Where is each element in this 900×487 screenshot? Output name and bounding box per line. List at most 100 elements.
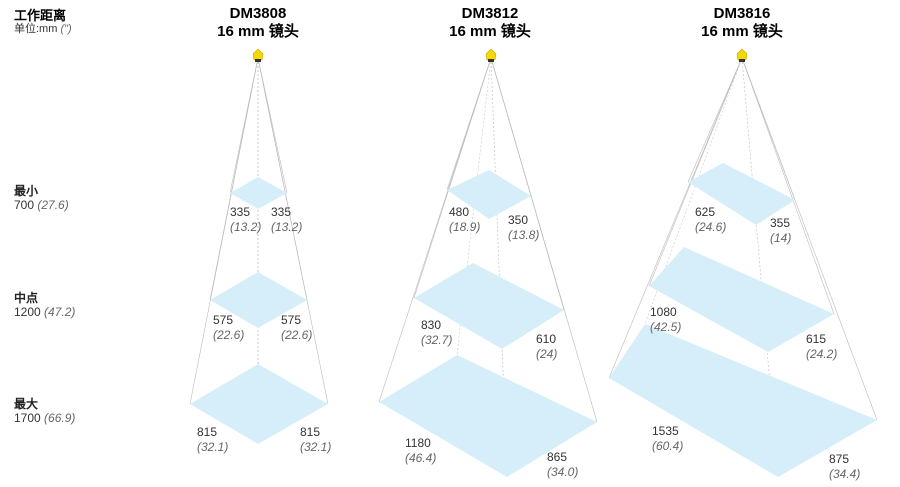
- row-distance-in: (27.6): [37, 198, 69, 212]
- field-of-view-area: [379, 355, 597, 477]
- measure-height: 615 (24.2): [806, 332, 837, 362]
- height-in: (13.8): [508, 228, 540, 242]
- model-title-dm3808: DM3808 16 mm 镜头: [168, 5, 348, 41]
- measure-width: 1180 (46.4): [405, 436, 436, 466]
- height-in: (24): [536, 347, 558, 361]
- height-mm: 355: [770, 216, 791, 230]
- lens-label: 16 mm 镜头: [701, 23, 783, 40]
- model-name: DM3816: [713, 5, 771, 22]
- measure-width: 1535 (60.4): [652, 424, 683, 454]
- field-of-view-area: [190, 364, 328, 444]
- row-distance-mm: 1700: [14, 411, 41, 425]
- row-distance-in: (66.9): [44, 411, 76, 425]
- measure-width: 830 (32.7): [421, 318, 452, 348]
- width-mm: 625: [695, 205, 716, 219]
- row-distance-mm: 1200: [14, 305, 41, 319]
- height-in: (34.4): [829, 467, 861, 481]
- measure-height: 865 (34.0): [547, 450, 578, 480]
- width-mm: 1080: [650, 305, 677, 319]
- fov-edge-line: [378, 57, 492, 403]
- height-in: (13.2): [271, 220, 303, 234]
- measure-height: 875 (34.4): [829, 452, 860, 482]
- field-of-view-area: [609, 324, 877, 477]
- measure-height: 350 (13.8): [508, 213, 539, 243]
- units-label: 单位:mm ("): [14, 23, 72, 36]
- measure-width: 625 (24.6): [695, 205, 726, 235]
- width-in: (24.6): [695, 220, 727, 234]
- width-mm: 815: [197, 425, 218, 439]
- height-in: (14): [770, 231, 792, 245]
- width-in: (60.4): [652, 439, 684, 453]
- height-in: (24.2): [806, 347, 838, 361]
- width-mm: 480: [449, 205, 470, 219]
- measure-width: 575 (22.6): [213, 313, 244, 343]
- fov-edge-line: [741, 57, 878, 421]
- width-mm: 830: [421, 318, 442, 332]
- camera-lens-icon: [255, 59, 261, 62]
- working-distance-title: 工作距离: [14, 8, 67, 23]
- field-of-view-area: [210, 272, 307, 328]
- width-in: (46.4): [405, 451, 437, 465]
- height-mm: 335: [271, 205, 292, 219]
- camera-icon: [252, 48, 264, 61]
- height-mm: 350: [508, 213, 529, 227]
- height-in: (34.0): [547, 465, 579, 479]
- row-label-mid: 中点 1200 (47.2): [14, 291, 75, 319]
- measure-width: 335 (13.2): [230, 205, 261, 235]
- measure-width: 815 (32.1): [197, 425, 228, 455]
- camera-lens-icon: [488, 59, 494, 62]
- model-name: DM3808: [229, 5, 287, 22]
- height-in: (32.1): [300, 440, 332, 454]
- fov-edge-line: [741, 57, 835, 315]
- height-in: (22.6): [281, 328, 313, 342]
- row-name: 最小: [14, 184, 39, 198]
- fov-edge-line: [257, 57, 329, 405]
- width-in: (18.9): [449, 220, 481, 234]
- fov-edge-line: [189, 57, 259, 405]
- row-label-max: 最大 1700 (66.9): [14, 397, 75, 425]
- width-mm: 335: [230, 205, 251, 219]
- fov-edge-line: [608, 57, 743, 379]
- measure-height: 575 (22.6): [281, 313, 312, 343]
- fov-edge-line: [490, 57, 598, 423]
- row-name: 中点: [14, 291, 39, 305]
- measure-width: 480 (18.9): [449, 205, 480, 235]
- measure-height: 335 (13.2): [271, 205, 302, 235]
- camera-icon: [736, 48, 748, 61]
- width-in: (42.5): [650, 320, 682, 334]
- model-title-dm3816: DM3816 16 mm 镜头: [652, 5, 832, 41]
- units-inch: ("): [60, 23, 72, 35]
- row-distance-mm: 700: [14, 198, 35, 212]
- row-distance-in: (47.2): [44, 305, 76, 319]
- lens-label: 16 mm 镜头: [217, 23, 299, 40]
- width-mm: 575: [213, 313, 234, 327]
- field-of-view-area: [230, 177, 287, 209]
- fov-edge-line: [687, 57, 743, 183]
- field-of-view-area: [688, 163, 795, 225]
- field-of-view-area: [414, 263, 564, 349]
- height-mm: 615: [806, 332, 827, 346]
- row-name: 最大: [14, 397, 39, 411]
- camera-icon: [485, 48, 497, 61]
- height-mm: 575: [281, 313, 302, 327]
- width-in: (22.6): [213, 328, 245, 342]
- width-in: (32.1): [197, 440, 229, 454]
- measure-height: 815 (32.1): [300, 425, 331, 455]
- width-in: (32.7): [421, 333, 453, 347]
- height-mm: 865: [547, 450, 568, 464]
- lens-label: 16 mm 镜头: [449, 23, 531, 40]
- model-title-dm3812: DM3812 16 mm 镜头: [400, 5, 580, 41]
- measure-height: 355 (14): [770, 216, 791, 246]
- field-of-view-area: [447, 170, 531, 219]
- camera-lens-icon: [739, 59, 745, 62]
- height-mm: 875: [829, 452, 850, 466]
- measure-height: 610 (24): [536, 332, 557, 362]
- units-prefix: 单位:mm: [14, 23, 61, 35]
- height-mm: 815: [300, 425, 321, 439]
- fov-axis-line: [644, 57, 743, 325]
- measure-width: 1080 (42.5): [650, 305, 681, 335]
- width-mm: 1180: [405, 436, 431, 450]
- row-label-min: 最小 700 (27.6): [14, 184, 69, 212]
- width-mm: 1535: [652, 424, 679, 438]
